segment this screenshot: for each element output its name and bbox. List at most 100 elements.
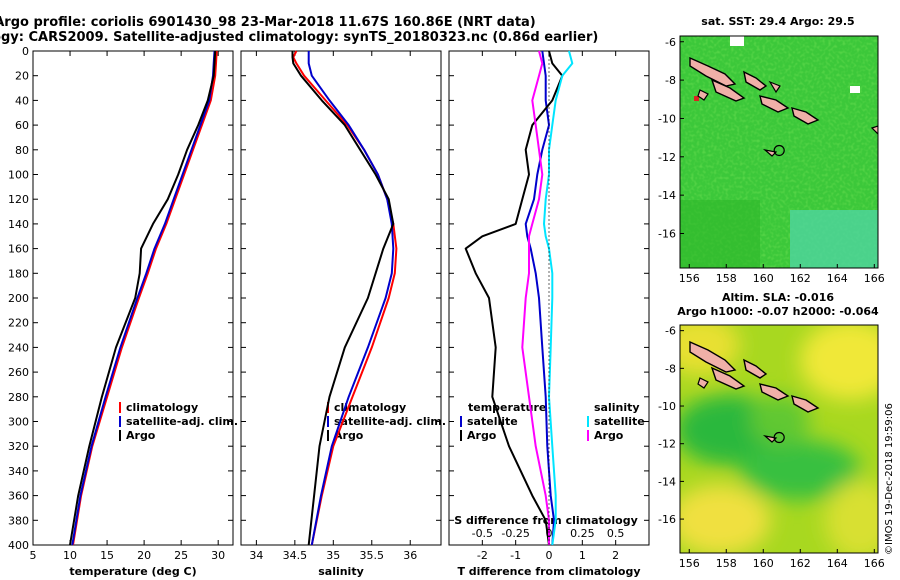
depth-tick-label: 360 bbox=[8, 490, 29, 503]
sla-map-islands bbox=[689, 340, 820, 443]
temperature-panel-xtick-label: 10 bbox=[63, 549, 77, 562]
depth-tick-label: 120 bbox=[8, 193, 29, 206]
sla-map-ytick-label: -6 bbox=[665, 325, 676, 338]
difference-panel-xtick-label: 1 bbox=[579, 549, 586, 562]
temperature-panel-series-climatology bbox=[72, 50, 218, 546]
temperature-axes-frame bbox=[32, 50, 234, 546]
sst-map-title: sat. SST: 29.4 Argo: 29.5 bbox=[701, 15, 854, 28]
legend-temperature-title: temperature bbox=[468, 401, 546, 414]
sst-map-xtick-label: 166 bbox=[864, 272, 885, 285]
difference-panel-xtick-label: 2 bbox=[612, 549, 619, 562]
difference-panel: T difference from climatology S differen… bbox=[448, 50, 650, 578]
depth-tick-label: 140 bbox=[8, 218, 29, 231]
legend-satellite-label: satellite-adj. clim. bbox=[126, 415, 238, 428]
depth-tick-label: 240 bbox=[8, 341, 29, 354]
sst-map-ytick-label: -10 bbox=[658, 112, 676, 125]
sst-map-ytick-label: -6 bbox=[665, 36, 676, 49]
temperature-xlabel: temperature (deg C) bbox=[69, 565, 196, 578]
salinity-panel-series-argo bbox=[291, 51, 395, 546]
sst-map-xtick-label: 164 bbox=[827, 272, 848, 285]
sla-map-ytick-label: -14 bbox=[658, 475, 676, 488]
sla-map-ytick-label: -8 bbox=[665, 362, 676, 375]
salinity-panel-series-satellite-adj-clim- bbox=[307, 51, 395, 546]
sla-map-xtick-label: 158 bbox=[716, 557, 737, 570]
depth-tick-label: 380 bbox=[8, 514, 29, 527]
salinity-xlabel: salinity bbox=[318, 565, 364, 578]
depth-tick-label: 260 bbox=[8, 366, 29, 379]
sla-map-argo-location-marker bbox=[773, 431, 785, 444]
sst-map-xtick-label: 156 bbox=[679, 272, 700, 285]
sst-map-xtick-label: 162 bbox=[790, 272, 811, 285]
sla-map-xtick-label: 164 bbox=[827, 557, 848, 570]
title-line-1: Argo profile: coriolis 6901430_98 23-Mar… bbox=[0, 15, 536, 30]
legend-s-argo-label: Argo bbox=[594, 429, 624, 442]
difference-panel-series-temperature-argo bbox=[464, 50, 564, 546]
depth-tick-label: 0 bbox=[22, 45, 29, 58]
temperature-panel-xtick-label: 30 bbox=[211, 549, 225, 562]
depth-tick-label: 20 bbox=[15, 70, 29, 83]
legend-sal-climatology-label: climatology bbox=[334, 401, 406, 414]
legend-sal-satellite-label: satellite-adj. clim. bbox=[334, 415, 446, 428]
depth-tick-label: 160 bbox=[8, 243, 29, 256]
sst-map-argo-location-marker bbox=[773, 144, 785, 157]
difference-xlabel: T difference from climatology bbox=[457, 565, 640, 578]
depth-tick-label: 300 bbox=[8, 416, 29, 429]
salinity-panel-xtick-label: 34.5 bbox=[283, 549, 308, 562]
legend-difference: temperature salinity satellite Argo sate… bbox=[460, 401, 645, 442]
depth-tick-label: 180 bbox=[8, 267, 29, 280]
legend-t-argo-label: Argo bbox=[467, 429, 497, 442]
depth-tick-label: 60 bbox=[15, 119, 29, 132]
sla-map-xtick-label: 166 bbox=[864, 557, 885, 570]
temperature-panel-xtick-label: 25 bbox=[174, 549, 188, 562]
depth-tick-label: 40 bbox=[15, 94, 29, 107]
depth-tick-label: 100 bbox=[8, 169, 29, 182]
difference-panel-series-salinity-argo bbox=[521, 50, 550, 545]
salinity-panel-xtick-label: 36 bbox=[403, 549, 417, 562]
salinity-panel-xtick-label: 35 bbox=[326, 549, 340, 562]
sla-map-subtitle: Argo h1000: -0.07 h2000: -0.064 bbox=[677, 305, 879, 318]
sla-map-xtick-label: 162 bbox=[790, 557, 811, 570]
depth-tick-label: 80 bbox=[15, 144, 29, 157]
sla-map: Altim. SLA: -0.016 Argo h1000: -0.07 h20… bbox=[677, 291, 879, 554]
depth-tick-label: 200 bbox=[8, 292, 29, 305]
temperature-panel-xtick-label: 5 bbox=[30, 549, 37, 562]
difference-panel-stick-label: -0.25 bbox=[501, 527, 529, 540]
sla-map-ytick-label: -12 bbox=[658, 438, 676, 451]
sla-map-frame bbox=[679, 324, 879, 554]
sst-map-frame bbox=[679, 35, 879, 269]
chart-marks: 5 10 15 20 25 30 34 34.5 35 35.5 36 -2 -1 0 1 2-0.5 -0.2… bbox=[8, 36, 885, 570]
salinity-panel-xtick-label: 34 bbox=[249, 549, 263, 562]
sla-map-xtick-label: 160 bbox=[753, 557, 774, 570]
sst-map-xtick-label: 160 bbox=[753, 272, 774, 285]
difference-panel-xtick-label: -2 bbox=[477, 549, 488, 562]
depth-tick-label: 320 bbox=[8, 440, 29, 453]
legend-t-satellite-label: satellite bbox=[467, 415, 518, 428]
legend-sal-argo-label: Argo bbox=[334, 429, 364, 442]
temperature-panel-series-argo bbox=[69, 50, 217, 546]
difference-panel-stick-label: 0.5 bbox=[607, 527, 625, 540]
sst-map-ytick-label: -12 bbox=[658, 151, 676, 164]
sla-map-title: Altim. SLA: -0.016 bbox=[722, 291, 834, 304]
difference-panel-stick-label: -0.5 bbox=[472, 527, 493, 540]
legend-climatology-label: climatology bbox=[126, 401, 198, 414]
depth-tick-label: 400 bbox=[8, 539, 29, 552]
sla-map-ytick-label: -16 bbox=[658, 513, 676, 526]
legend-argo-label: Argo bbox=[126, 429, 156, 442]
sla-map-ytick-label: -10 bbox=[658, 400, 676, 413]
legend-s-satellite-label: satellite bbox=[594, 415, 645, 428]
difference-panel-xtick-label: 0 bbox=[546, 549, 553, 562]
depth-tick-label: 340 bbox=[8, 465, 29, 478]
difference-panel-series-temperature-satellite bbox=[524, 50, 555, 546]
difference-panel-stick-label: 0.25 bbox=[570, 527, 595, 540]
sst-map-ytick-label: -8 bbox=[665, 74, 676, 87]
difference-panel-xtick-label: -1 bbox=[510, 549, 521, 562]
temperature-panel-xtick-label: 20 bbox=[137, 549, 151, 562]
title-line-2: Climatology: CARS2009. Satellite-adjuste… bbox=[0, 30, 598, 45]
sla-map-xtick-label: 156 bbox=[679, 557, 700, 570]
salinity-panel: salinity climatology satellite-adj. clim… bbox=[240, 50, 446, 578]
salinity-axes-frame bbox=[240, 50, 442, 546]
credit-text: ©IMOS 19-Dec-2018 19:59:06 bbox=[884, 403, 895, 555]
sst-map: sat. SST: 29.4 Argo: 29.5 bbox=[679, 15, 879, 269]
sst-map-ytick-label: -14 bbox=[658, 189, 676, 202]
